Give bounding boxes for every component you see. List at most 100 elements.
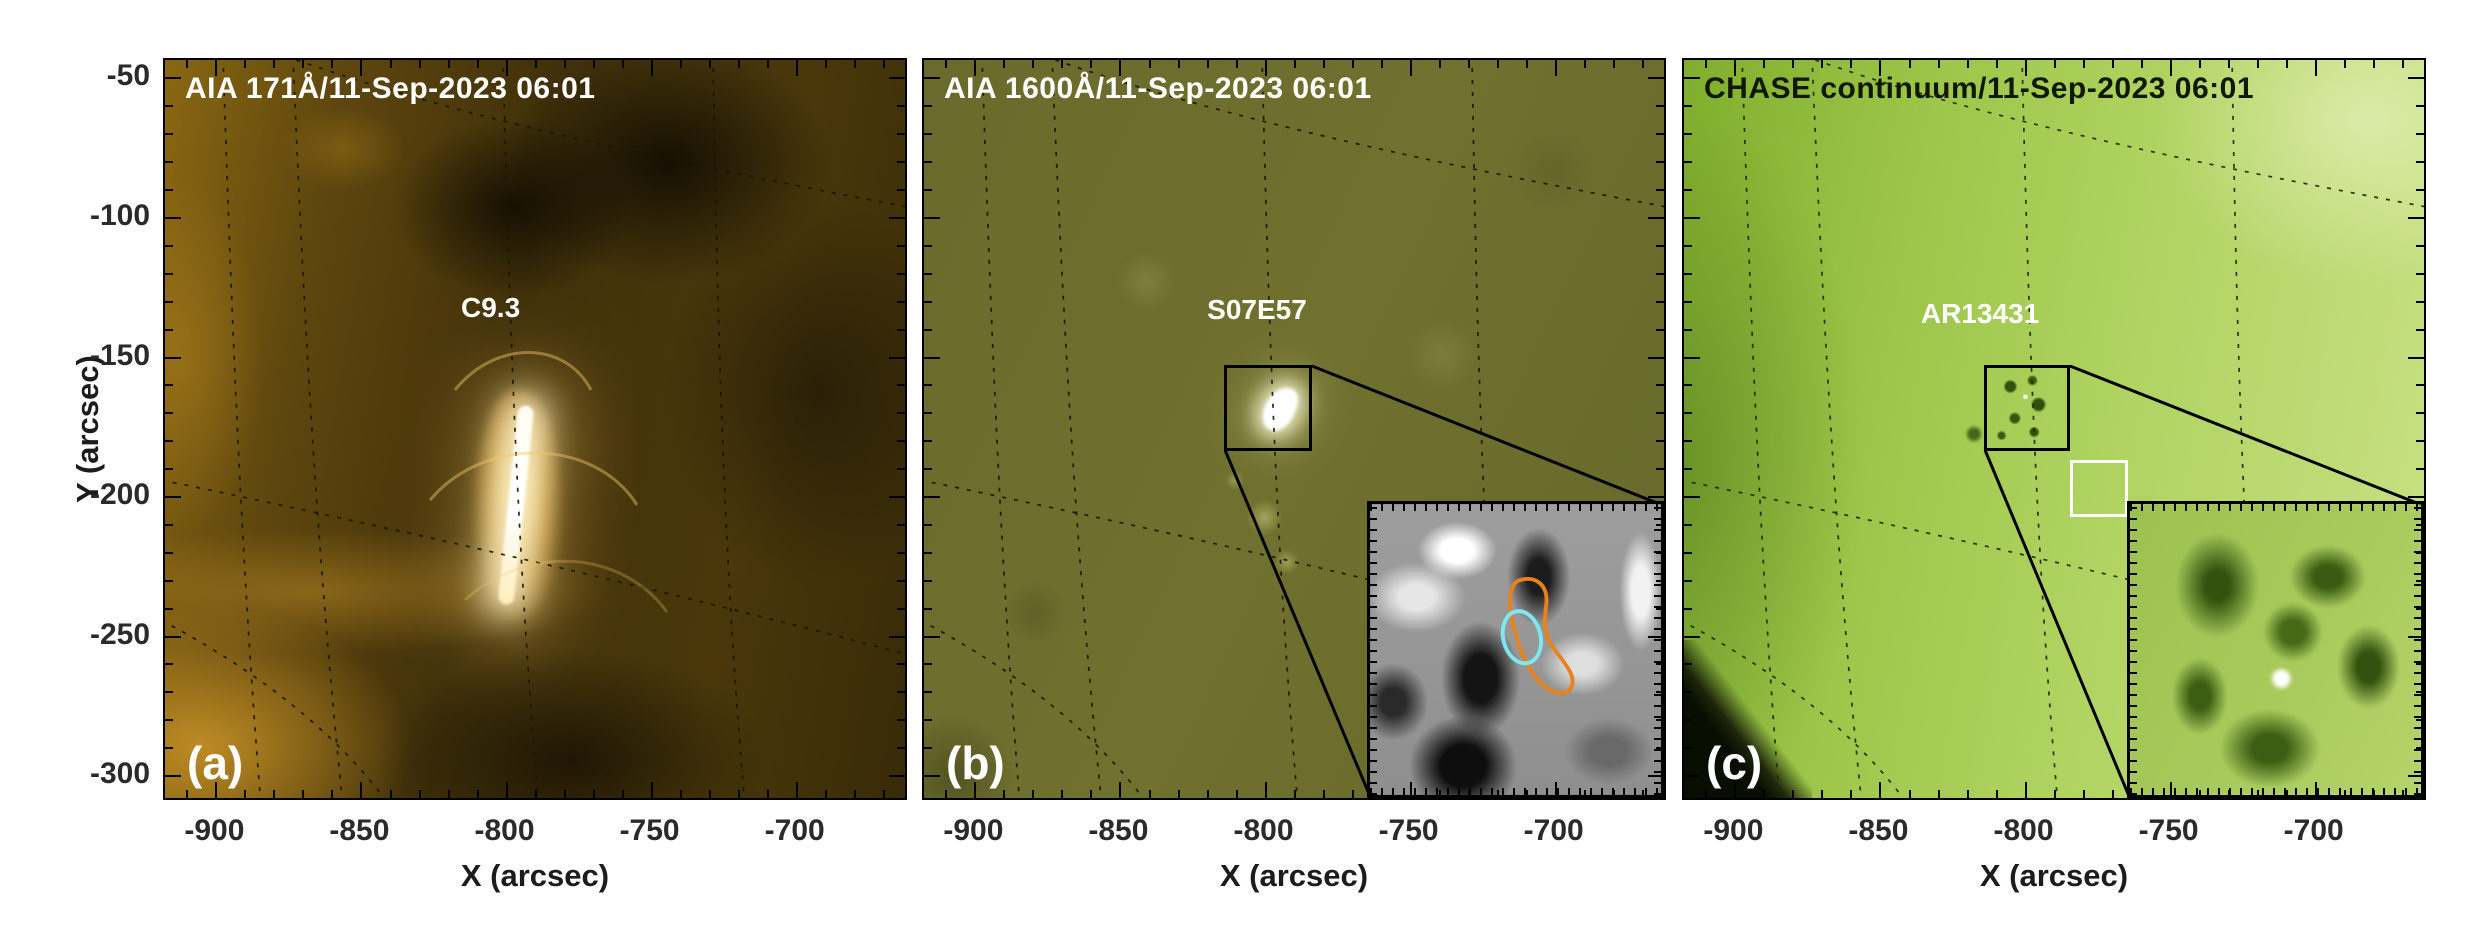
- tick-mark: [447, 790, 450, 798]
- tick-mark: [1879, 60, 1882, 76]
- tick-mark: [1467, 60, 1470, 68]
- tick-mark: [1656, 691, 1664, 694]
- tick-mark: [621, 790, 624, 798]
- tick-mark: [1684, 523, 1692, 526]
- tick-mark: [897, 300, 905, 303]
- tick-mark: [1684, 412, 1692, 415]
- x-tick-label: -850: [329, 814, 390, 847]
- tick-mark: [2024, 782, 2027, 798]
- tick-mark: [1656, 719, 1664, 722]
- tick-mark: [2140, 790, 2143, 798]
- tick-mark: [2408, 496, 2424, 498]
- tick-mark: [1148, 60, 1151, 68]
- cyan-contour: [1500, 609, 1543, 666]
- tick-mark: [924, 412, 932, 415]
- tick-mark: [2408, 216, 2424, 219]
- tick-mark: [302, 790, 305, 798]
- tick-mark: [1293, 790, 1296, 798]
- tick-mark: [418, 790, 421, 798]
- tick-mark: [1684, 189, 1692, 191]
- tick-mark: [882, 790, 885, 798]
- magnetogram-inset: [1367, 501, 1664, 798]
- tick-mark: [1409, 782, 1412, 798]
- tick-mark: [2343, 60, 2346, 68]
- x-tick-label: -750: [1378, 814, 1439, 847]
- tick-mark: [889, 496, 905, 498]
- tick-mark: [924, 719, 932, 722]
- tick-mark: [302, 60, 305, 68]
- roi-box-ribbon: [1224, 365, 1312, 451]
- tick-mark: [1032, 60, 1035, 68]
- tick-mark: [165, 161, 173, 164]
- tick-mark: [165, 328, 173, 331]
- tick-mark: [165, 412, 173, 415]
- tick-mark: [1641, 60, 1644, 68]
- tick-mark: [273, 60, 276, 68]
- tick-mark: [2227, 60, 2230, 68]
- tick-mark: [331, 790, 334, 798]
- tick-mark: [1684, 216, 1700, 219]
- tick-mark: [924, 272, 932, 275]
- tick-mark: [1792, 60, 1795, 68]
- tick-mark: [2401, 790, 2404, 798]
- tick-mark: [1583, 60, 1586, 68]
- tick-mark: [360, 782, 363, 798]
- tick-mark: [897, 440, 905, 443]
- tick-mark: [1409, 60, 1412, 76]
- tick-mark: [1763, 60, 1766, 68]
- tick-mark: [1293, 60, 1296, 68]
- tick-mark: [1656, 551, 1664, 554]
- tick-mark: [165, 133, 173, 136]
- tick-mark: [924, 551, 932, 554]
- tick-mark: [924, 77, 940, 80]
- tick-mark: [650, 60, 653, 76]
- inset-ticks: [1370, 504, 1377, 795]
- tick-mark: [897, 384, 905, 387]
- x-tick-label: -800: [1993, 814, 2054, 847]
- tick-mark: [1684, 105, 1692, 108]
- tick-mark: [924, 747, 932, 750]
- tick-mark: [1656, 328, 1664, 331]
- tick-mark: [621, 60, 624, 68]
- tick-mark: [2343, 790, 2346, 798]
- tick-mark: [186, 60, 189, 68]
- tick-mark: [897, 663, 905, 666]
- tick-mark: [2227, 790, 2230, 798]
- tick-mark: [1821, 60, 1824, 68]
- tick-mark: [389, 60, 392, 68]
- tick-mark: [1648, 775, 1664, 777]
- tick-mark: [924, 440, 932, 443]
- active-region-label: AR13431: [1920, 298, 2040, 329]
- tick-mark: [1684, 133, 1692, 136]
- tick-mark: [924, 775, 940, 777]
- tick-mark: [2416, 244, 2424, 247]
- tick-mark: [1322, 60, 1325, 68]
- tick-mark: [1090, 60, 1093, 68]
- tick-mark: [945, 790, 948, 798]
- tick-mark: [853, 790, 856, 798]
- tick-mark: [1003, 790, 1006, 798]
- tick-mark: [1656, 133, 1664, 136]
- tick-mark: [1119, 782, 1122, 798]
- tick-mark: [418, 60, 421, 68]
- tick-mark: [1705, 60, 1708, 68]
- tick-mark: [650, 782, 653, 798]
- tick-mark: [1656, 523, 1664, 526]
- tick-mark: [1380, 790, 1383, 798]
- tick-mark: [1792, 790, 1795, 798]
- small-sunspot: [1966, 425, 1982, 443]
- tick-mark: [897, 468, 905, 471]
- tick-mark: [2053, 790, 2056, 798]
- tick-mark: [2416, 719, 2424, 722]
- tick-mark: [2416, 384, 2424, 387]
- tick-mark: [924, 523, 932, 526]
- tick-mark: [924, 189, 932, 191]
- tick-mark: [1656, 272, 1664, 275]
- tick-mark: [924, 468, 932, 471]
- tick-mark: [2408, 635, 2424, 638]
- tick-mark: [1684, 328, 1692, 331]
- tick-mark: [945, 60, 948, 68]
- tick-mark: [1648, 216, 1664, 219]
- tick-mark: [897, 551, 905, 554]
- tick-mark: [1554, 782, 1557, 798]
